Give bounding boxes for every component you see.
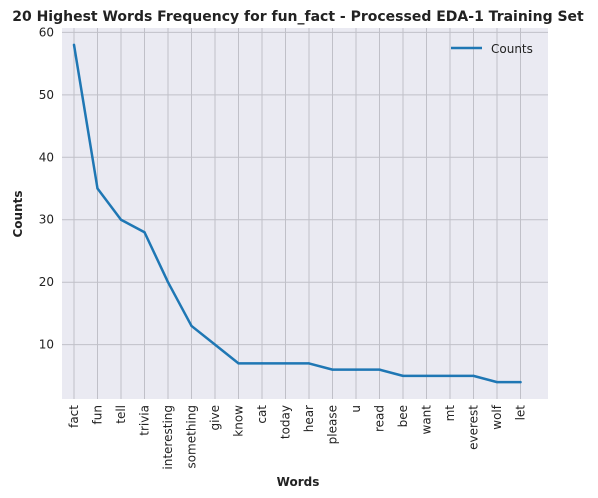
data-point [143, 231, 146, 234]
x-tick-label: trivia [138, 405, 152, 436]
x-tick-label: today [279, 405, 293, 439]
data-point [190, 324, 193, 328]
data-point [495, 381, 499, 384]
x-tick-label: please [326, 405, 340, 444]
data-point [378, 368, 381, 371]
x-tick-label: something [185, 405, 199, 469]
y-tick-label: 20 [39, 275, 54, 289]
x-tick-labels: fact fun tell trivia interesting something giv… [67, 404, 528, 469]
x-tick-label: everest [467, 405, 481, 450]
x-tick-label: give [208, 405, 222, 430]
data-point [472, 374, 475, 377]
chart-title: 20 Highest Words Frequency for fun_fact … [12, 9, 584, 25]
data-point [260, 362, 264, 365]
y-tick-label: 40 [39, 150, 54, 164]
x-tick-label: wolf [490, 404, 504, 429]
y-tick-label: 30 [39, 213, 54, 227]
y-axis-label: Counts [11, 190, 25, 237]
data-point [213, 343, 217, 346]
y-gridlines [62, 31, 548, 346]
x-tick-label: fun [91, 405, 105, 424]
data-point [237, 362, 240, 365]
data-point [307, 362, 311, 365]
data-point [519, 381, 522, 384]
legend-label: Counts [491, 42, 533, 56]
y-tick-labels: 10 20 30 40 50 60 [39, 25, 54, 351]
x-tick-label: interesting [161, 405, 175, 470]
series-layer [72, 43, 522, 384]
x-tick-label: hear [302, 405, 316, 432]
legend: Counts [451, 42, 533, 56]
x-tick-label: fact [67, 405, 81, 428]
data-point [425, 374, 428, 377]
x-tick-label: read [373, 405, 387, 432]
x-tick-label: u [349, 405, 363, 413]
x-tick-label: let [514, 405, 528, 421]
data-point [284, 362, 287, 365]
data-point [119, 218, 123, 221]
x-tick-label: know [232, 405, 246, 437]
plot-area [62, 28, 548, 399]
data-point [166, 281, 170, 284]
y-tick-label: 10 [39, 338, 54, 352]
x-gridlines [73, 28, 521, 399]
x-axis-label: Words [277, 475, 320, 489]
data-point [96, 187, 99, 190]
data-point [401, 374, 405, 377]
y-tick-label: 50 [39, 88, 54, 102]
x-tick-label: want [420, 405, 434, 435]
x-tick-label: mt [443, 405, 457, 422]
data-point [331, 368, 334, 371]
x-tick-label: tell [114, 405, 128, 424]
data-point [354, 368, 358, 371]
y-tick-label: 60 [39, 25, 54, 39]
x-tick-label: bee [396, 405, 410, 427]
data-point [448, 374, 452, 377]
series-line-counts [72, 43, 522, 384]
data-point [72, 43, 76, 46]
x-tick-label: cat [255, 405, 269, 424]
